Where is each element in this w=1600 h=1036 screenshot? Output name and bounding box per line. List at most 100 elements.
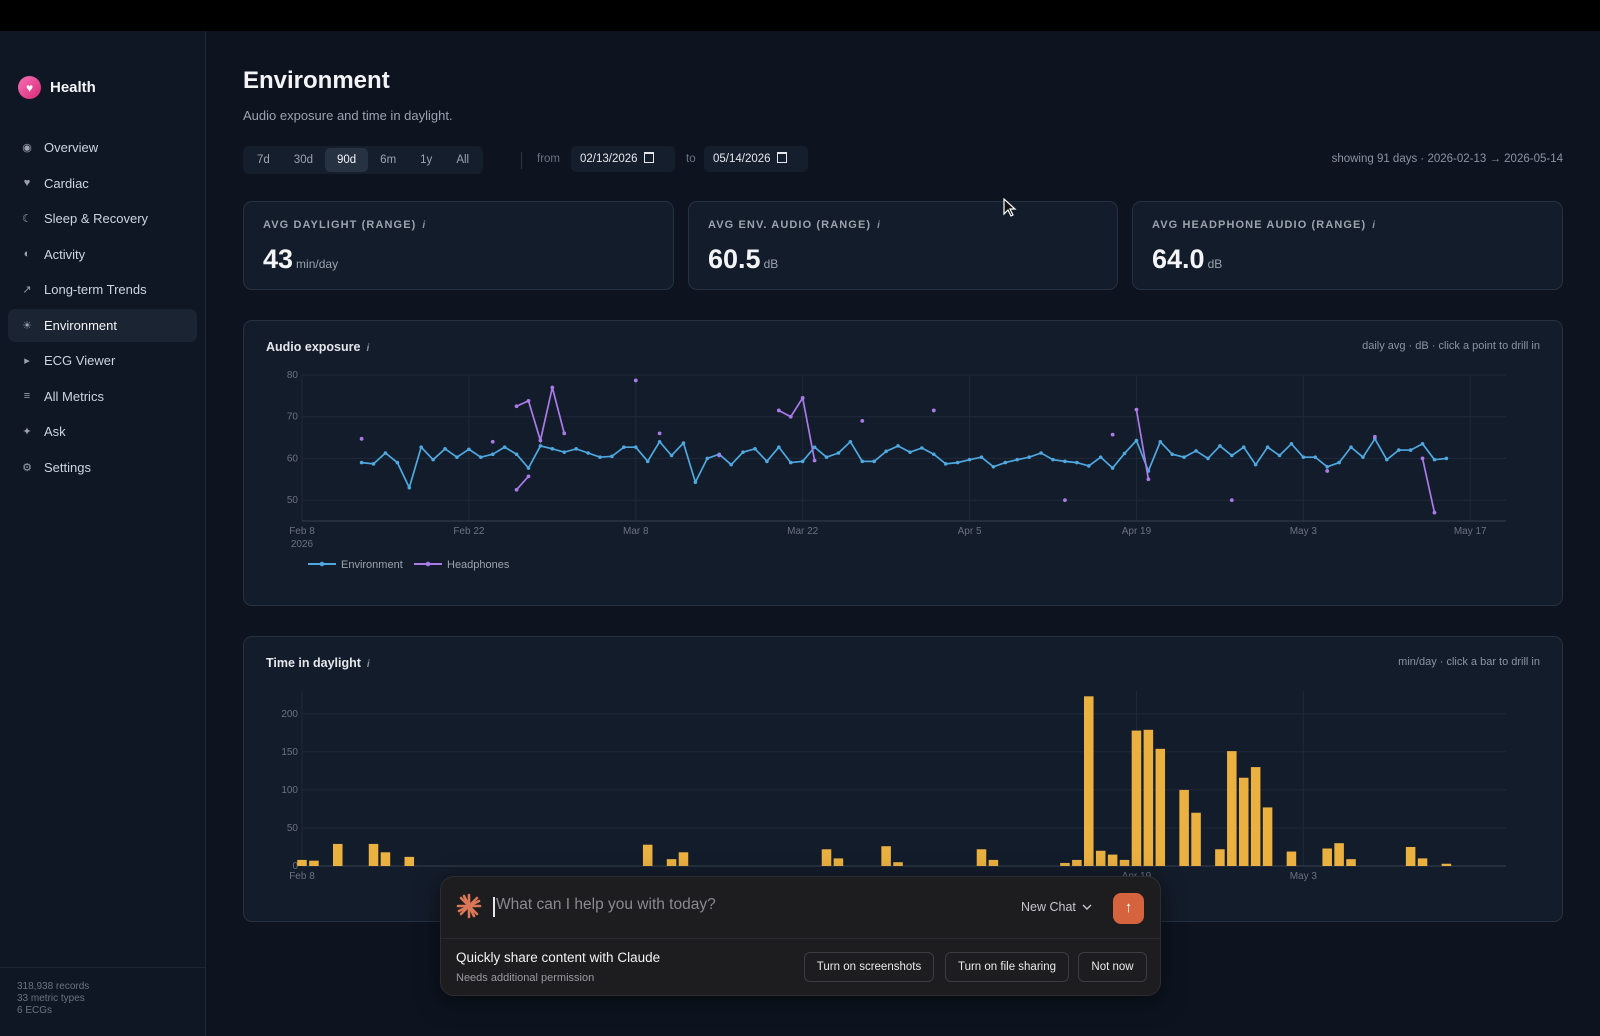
sidebar-item-cardiac[interactable]: ♥ Cardiac	[8, 167, 197, 200]
data-point-environment	[1361, 455, 1365, 459]
data-point-environment	[1134, 438, 1139, 443]
data-point-headphones	[812, 458, 817, 463]
sparkle-icon: ✦	[22, 426, 32, 438]
to-date-value: 05/14/2026	[713, 153, 771, 165]
sidebar-item-settings[interactable]: ⚙ Settings	[8, 451, 197, 484]
daylight-bar	[1441, 863, 1452, 866]
daylight-bar	[332, 843, 343, 866]
data-point-headphones	[633, 378, 638, 383]
info-icon[interactable]: i	[1372, 220, 1376, 231]
data-point-environment	[1027, 455, 1031, 459]
sidebar-item-environment[interactable]: ☀ Environment	[8, 308, 197, 342]
info-icon[interactable]: i	[366, 659, 370, 670]
daylight-bar	[642, 844, 653, 866]
daylight-bar	[1155, 748, 1166, 866]
range-button-7d[interactable]: 7d	[257, 154, 270, 166]
data-point-environment	[1182, 455, 1186, 459]
data-point-environment	[1408, 448, 1413, 452]
data-point-headphones	[526, 398, 531, 403]
daylight-bar	[1334, 843, 1344, 866]
audio-exposure-chart[interactable]: 50 60 70 80 Feb 8 2026 Feb 22 Mar 8 Mar 22 Apr 5 A…	[244, 341, 1562, 601]
calendar-icon[interactable]	[776, 152, 787, 163]
data-point-environment	[359, 460, 364, 465]
turn-on-file-sharing-button[interactable]: Turn on file sharing	[945, 952, 1069, 982]
send-button[interactable]: ↑	[1113, 893, 1144, 924]
chat-input[interactable]: What can I help you with today?	[496, 896, 716, 913]
window-top-bar	[0, 0, 1600, 31]
info-icon[interactable]: i	[877, 220, 880, 231]
records-count: 318,938 records	[17, 981, 90, 992]
share-description: Needs additional permission	[456, 972, 595, 984]
kpi-label-text: AVG DAYLIGHT (RANGE)	[263, 219, 417, 231]
data-point-environment	[1289, 442, 1294, 446]
data-point-headphones	[717, 453, 722, 458]
panel-hint: min/day · click a bar to drill in	[1398, 656, 1540, 668]
kpi-label: AVG DAYLIGHT (RANGE) i	[263, 219, 425, 231]
info-icon[interactable]: i	[366, 343, 370, 354]
data-point-environment	[860, 459, 865, 464]
data-point-environment	[729, 462, 733, 467]
data-point-environment	[920, 446, 924, 450]
new-chat-dropdown[interactable]: New Chat	[1021, 900, 1092, 914]
y-tick-label: 100	[281, 785, 298, 796]
page-subtitle: Audio exposure and time in daylight.	[243, 108, 453, 123]
to-label: to	[686, 153, 696, 165]
daylight-bar	[1095, 850, 1106, 866]
data-point-environment	[574, 447, 578, 451]
data-point-environment	[562, 450, 567, 454]
sidebar-item-overview[interactable]: ◉ Overview	[8, 131, 197, 164]
data-point-environment	[991, 464, 996, 469]
daylight-bar	[368, 843, 379, 866]
not-now-button[interactable]: Not now	[1078, 952, 1147, 982]
data-point-environment	[633, 445, 638, 449]
brand[interactable]: ♥ Health	[18, 76, 96, 99]
legend-marker-environment	[319, 561, 325, 567]
range-button-all[interactable]: All	[456, 154, 470, 166]
daylight-bar	[1227, 751, 1237, 866]
to-date-input[interactable]: 05/14/2026	[704, 146, 808, 172]
page-title: Environment	[243, 67, 390, 94]
data-point-environment	[502, 445, 507, 449]
x-tick-label: Mar 22	[787, 526, 819, 537]
sidebar-item-sleep-recovery[interactable]: ☾ Sleep & Recovery	[8, 202, 197, 235]
sidebar-item-activity[interactable]: ◐ Activity	[8, 238, 197, 271]
controls-divider	[521, 152, 522, 169]
data-point-environment	[1039, 451, 1043, 455]
data-point-headphones	[776, 408, 781, 413]
sidebar-item-all-metrics[interactable]: ≡ All Metrics	[8, 380, 197, 413]
series-line-environment	[361, 437, 1447, 490]
data-point-environment	[455, 455, 459, 459]
sidebar-item-long-term-trends[interactable]: ↗ Long-term Trends	[8, 273, 197, 306]
range-segmented-control: 7d 30d 90d 6m 1y All	[243, 146, 484, 174]
panel-title-text: Time in daylight	[266, 656, 361, 670]
data-point-headphones	[538, 438, 543, 443]
range-button-1y[interactable]: 1y	[420, 154, 433, 166]
turn-on-screenshots-button[interactable]: Turn on screenshots	[804, 952, 934, 982]
daylight-bar	[1215, 849, 1225, 866]
heart-logo-icon: ♥	[18, 76, 41, 99]
kpi-label: AVG HEADPHONE AUDIO (RANGE) i	[1152, 219, 1375, 231]
calendar-icon[interactable]	[643, 152, 654, 163]
daylight-bar	[976, 849, 987, 866]
series-line-headphones	[515, 475, 530, 491]
daylight-bar	[380, 852, 391, 866]
data-point-environment	[550, 447, 555, 451]
legend-marker-headphones	[425, 561, 431, 567]
data-point-environment	[896, 444, 900, 448]
sidebar: ♥ Health ◉ Overview ♥ Cardiac ☾ Sleep & Recov…	[0, 31, 206, 1036]
info-icon[interactable]: i	[422, 220, 426, 231]
sidebar-item-ask[interactable]: ✦ Ask	[8, 415, 197, 448]
range-button-90d[interactable]: 90d	[324, 148, 369, 172]
daylight-bar	[1405, 846, 1416, 866]
data-point-environment	[538, 444, 543, 448]
sidebar-item-label: ECG Viewer	[44, 353, 116, 368]
range-button-6m[interactable]: 6m	[380, 154, 397, 166]
sidebar-item-ecg-viewer[interactable]: ▸ ECG Viewer	[8, 344, 197, 377]
daylight-bar	[1072, 859, 1082, 866]
x-tick-label: Apr 5	[958, 526, 982, 537]
chevron-down-icon	[1082, 904, 1092, 910]
from-date-input[interactable]: 02/13/2026	[571, 146, 675, 172]
daylight-bar	[1417, 858, 1428, 866]
range-button-30d[interactable]: 30d	[293, 154, 313, 166]
